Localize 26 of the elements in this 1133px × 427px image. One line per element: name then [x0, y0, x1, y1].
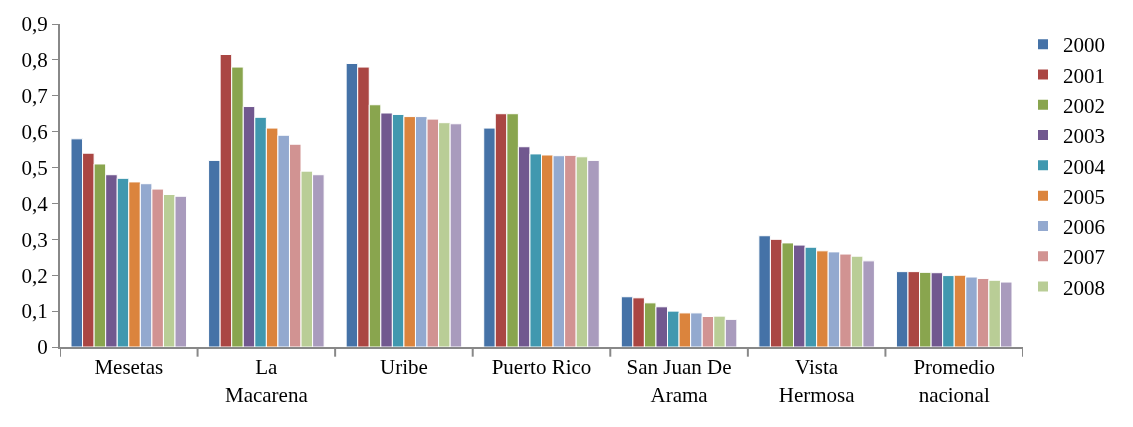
- y-tick-label: 0,9: [21, 12, 48, 37]
- y-tick-label: 0,7: [21, 84, 48, 109]
- legend-label: 2004: [1063, 154, 1106, 179]
- legend-label: 2003: [1063, 124, 1105, 149]
- y-tick-label: 0,2: [21, 263, 48, 288]
- legend-label: 2002: [1063, 93, 1105, 118]
- legend-label: 2001: [1063, 63, 1105, 88]
- y-tick-label: 0,6: [21, 120, 48, 145]
- y-tick-label: 0,8: [21, 48, 48, 73]
- legend-label: 2000: [1063, 33, 1105, 58]
- legend-label: 2007: [1063, 245, 1105, 270]
- x-tick-label: Puerto Rico: [491, 355, 592, 380]
- y-tick-label: 0,5: [21, 155, 48, 180]
- x-tick-label: Mesetas: [94, 355, 164, 380]
- x-tick-label: San Juan De Arama: [626, 355, 732, 407]
- y-tick-label: 0,3: [21, 227, 48, 252]
- y-tick-label: 0,1: [21, 299, 48, 324]
- y-tick-label: 0,4: [21, 191, 49, 216]
- x-tick-label: Uribe: [380, 355, 428, 380]
- legend-label: 2005: [1063, 184, 1105, 209]
- x-tick-label: Promedio nacional: [913, 355, 996, 407]
- legend-label: 2008: [1063, 275, 1105, 300]
- y-tick-label: 0: [37, 335, 48, 360]
- x-tick-label: Vista Hermosa: [778, 355, 856, 407]
- x-tick-label: La Macarena: [224, 355, 309, 407]
- legend-label: 2006: [1063, 215, 1105, 240]
